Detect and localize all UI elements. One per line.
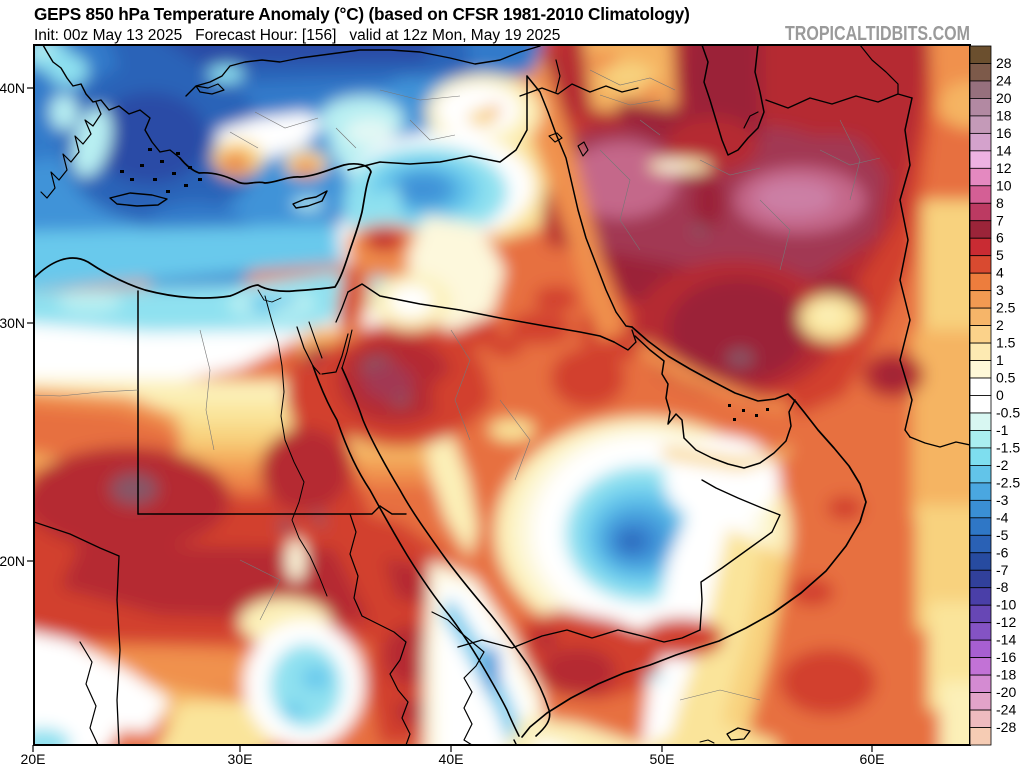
svg-text:30E: 30E bbox=[228, 751, 253, 766]
svg-text:40E: 40E bbox=[439, 751, 464, 766]
svg-text:Init: 00z May 13 2025 Foreca: Init: 00z May 13 2025 Forecast Hour: [15… bbox=[34, 27, 560, 44]
svg-text:2.5: 2.5 bbox=[996, 300, 1016, 316]
svg-text:0: 0 bbox=[996, 387, 1004, 403]
svg-text:-24: -24 bbox=[996, 702, 1016, 718]
svg-text:14: 14 bbox=[996, 142, 1012, 158]
svg-text:50E: 50E bbox=[650, 751, 675, 766]
svg-text:28: 28 bbox=[996, 55, 1012, 71]
svg-text:-10: -10 bbox=[996, 597, 1016, 613]
svg-text:6: 6 bbox=[996, 230, 1004, 246]
svg-text:-18: -18 bbox=[996, 667, 1016, 683]
svg-text:30N: 30N bbox=[0, 315, 25, 331]
svg-text:-3: -3 bbox=[996, 492, 1009, 508]
svg-text:-16: -16 bbox=[996, 649, 1016, 665]
svg-text:2: 2 bbox=[996, 317, 1004, 333]
svg-text:-0.5: -0.5 bbox=[996, 404, 1020, 420]
svg-text:18: 18 bbox=[996, 107, 1012, 123]
svg-text:-7: -7 bbox=[996, 562, 1009, 578]
svg-text:-6: -6 bbox=[996, 544, 1009, 560]
svg-text:0.5: 0.5 bbox=[996, 370, 1016, 386]
svg-text:1: 1 bbox=[996, 352, 1004, 368]
svg-text:-5: -5 bbox=[996, 527, 1009, 543]
svg-text:60E: 60E bbox=[860, 751, 885, 766]
svg-text:16: 16 bbox=[996, 125, 1012, 141]
svg-text:40N: 40N bbox=[0, 80, 25, 96]
svg-text:-4: -4 bbox=[996, 509, 1009, 525]
svg-text:7: 7 bbox=[996, 212, 1004, 228]
svg-text:-2: -2 bbox=[996, 457, 1009, 473]
svg-text:20N: 20N bbox=[0, 553, 25, 569]
svg-text:-8: -8 bbox=[996, 579, 1009, 595]
svg-text:-1: -1 bbox=[996, 422, 1009, 438]
svg-text:20: 20 bbox=[996, 90, 1012, 106]
svg-text:-2.5: -2.5 bbox=[996, 474, 1020, 490]
svg-text:-1.5: -1.5 bbox=[996, 439, 1020, 455]
svg-text:-14: -14 bbox=[996, 632, 1016, 648]
svg-text:10: 10 bbox=[996, 177, 1012, 193]
svg-text:-12: -12 bbox=[996, 614, 1016, 630]
svg-text:1.5: 1.5 bbox=[996, 335, 1016, 351]
svg-text:-20: -20 bbox=[996, 684, 1016, 700]
svg-text:5: 5 bbox=[996, 247, 1004, 263]
svg-text:GEPS 850 hPa Temperature Anoma: GEPS 850 hPa Temperature Anomaly (°C) (b… bbox=[34, 4, 690, 24]
svg-text:8: 8 bbox=[996, 195, 1004, 211]
svg-text:-28: -28 bbox=[996, 719, 1016, 735]
svg-text:20E: 20E bbox=[21, 751, 46, 766]
svg-text:12: 12 bbox=[996, 160, 1012, 176]
svg-text:3: 3 bbox=[996, 282, 1004, 298]
svg-text:24: 24 bbox=[996, 72, 1012, 88]
svg-text:TROPICALTIDBITS.COM: TROPICALTIDBITS.COM bbox=[785, 23, 970, 45]
svg-text:4: 4 bbox=[996, 265, 1004, 281]
